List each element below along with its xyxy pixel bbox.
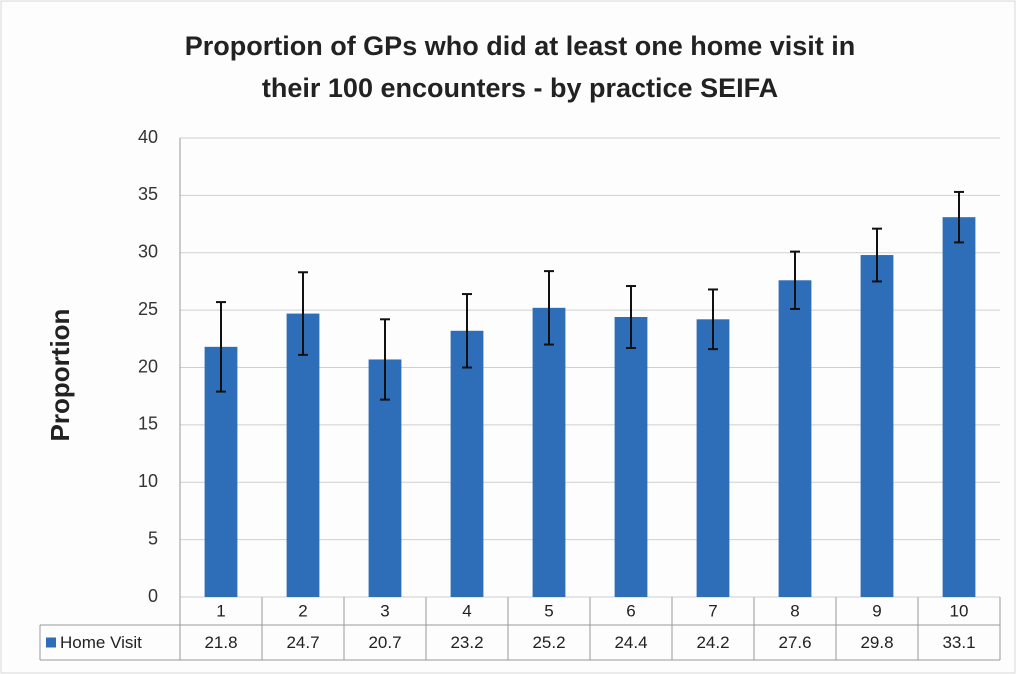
bar [860, 255, 894, 598]
y-tick-label: 10 [138, 471, 158, 491]
bar [778, 280, 812, 597]
bar [450, 330, 484, 597]
error-bar [626, 285, 636, 349]
x-tick-label: 10 [950, 601, 969, 620]
legend-swatch [46, 637, 56, 648]
error-bar [872, 227, 882, 283]
y-tick-label: 25 [138, 299, 158, 319]
error-bar [216, 301, 226, 393]
x-tick-label: 5 [544, 601, 553, 620]
x-tick-label: 7 [708, 601, 717, 620]
table-value: 33.1 [942, 633, 975, 652]
chart-title: their 100 encounters - by practice SEIFA [262, 73, 778, 103]
table-value: 24.7 [286, 633, 319, 652]
error-bar [298, 271, 308, 356]
error-bar [462, 293, 472, 369]
bar [614, 317, 648, 597]
bar [286, 313, 320, 597]
x-tick-label: 1 [216, 601, 225, 620]
chart-title: Proportion of GPs who did at least one h… [185, 31, 856, 61]
bar [942, 217, 976, 598]
error-bar [954, 190, 964, 244]
bar [532, 307, 566, 597]
legend-label: Home Visit [60, 633, 142, 652]
table-value: 21.8 [204, 633, 237, 652]
table-value: 24.2 [696, 633, 729, 652]
table-value: 23.2 [450, 633, 483, 652]
y-tick-label: 5 [148, 528, 158, 548]
table-value: 27.6 [778, 633, 811, 652]
y-tick-label: 0 [148, 586, 158, 606]
table-value: 24.4 [614, 633, 647, 652]
error-bar [544, 270, 554, 346]
error-bar [708, 288, 718, 351]
table-value: 20.7 [368, 633, 401, 652]
x-tick-label: 2 [298, 601, 307, 620]
table-value: 29.8 [860, 633, 893, 652]
x-tick-label: 9 [872, 601, 881, 620]
x-tick-label: 6 [626, 601, 635, 620]
x-tick-label: 4 [462, 601, 471, 620]
y-tick-label: 15 [138, 414, 158, 434]
bar [696, 319, 730, 597]
table-value: 25.2 [532, 633, 565, 652]
y-tick-label: 40 [138, 127, 158, 147]
x-tick-label: 3 [380, 601, 389, 620]
y-axis-label: Proportion [45, 309, 75, 442]
x-tick-label: 8 [790, 601, 799, 620]
y-tick-label: 30 [138, 242, 158, 262]
error-bar [790, 250, 800, 310]
y-tick-label: 20 [138, 356, 158, 376]
y-tick-label: 35 [138, 184, 158, 204]
error-bar [380, 318, 390, 401]
